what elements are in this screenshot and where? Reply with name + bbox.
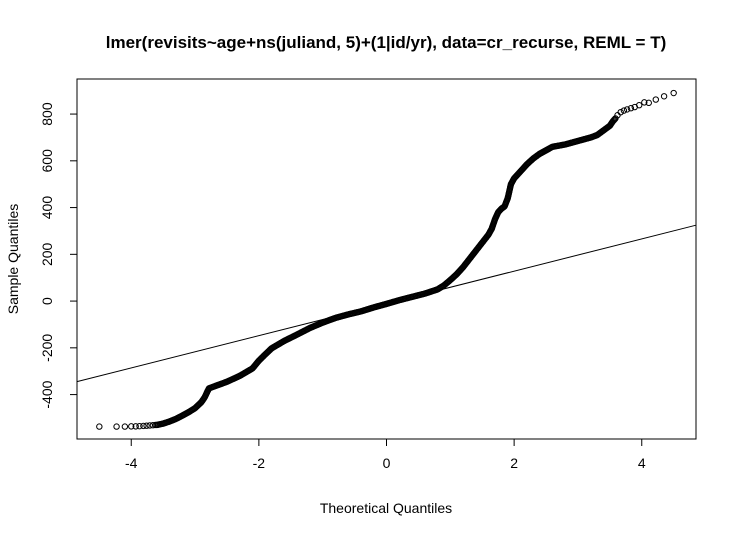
data-point: [641, 99, 648, 106]
data-points: [96, 89, 677, 430]
x-tick-label: 0: [383, 455, 391, 471]
data-point: [610, 117, 618, 124]
data-point: [132, 423, 139, 430]
y-tick-label: 800: [39, 102, 55, 126]
x-tick-label: 2: [510, 455, 518, 471]
data-point: [627, 105, 635, 112]
data-point: [113, 423, 120, 430]
data-point: [636, 101, 643, 109]
data-point: [140, 422, 147, 430]
x-axis: -4 -2 0 2 4: [125, 438, 646, 471]
data-point: [143, 422, 150, 429]
chart-title: lmer(revisits~age+ns(juliand, 5)+(1|id/y…: [106, 33, 666, 52]
y-tick-label: 0: [39, 297, 55, 305]
data-point: [645, 99, 652, 107]
qq-reference-line: [76, 224, 697, 383]
data-point: [149, 422, 157, 429]
y-tick-label: 400: [39, 196, 55, 220]
data-point: [623, 106, 631, 113]
data-point: [136, 422, 143, 430]
x-axis-title: Theoretical Quantiles: [320, 500, 452, 516]
data-point: [128, 423, 135, 430]
data-point: [660, 93, 668, 100]
y-tick-label: 200: [39, 242, 55, 266]
data-point: [670, 89, 677, 97]
data-point: [617, 108, 624, 116]
x-tick-label: -4: [125, 455, 138, 471]
x-tick-label: 4: [638, 455, 646, 471]
y-axis-title: Sample Quantiles: [5, 204, 21, 315]
y-axis: -400 -200 0 200 400 600 800: [39, 102, 78, 409]
y-tick-label: -200: [39, 334, 55, 362]
data-point: [152, 421, 159, 429]
data-point: [620, 107, 628, 114]
data-point: [96, 423, 103, 430]
x-tick-label: -2: [253, 455, 266, 471]
data-point: [652, 96, 659, 103]
plot-area: [76, 89, 697, 430]
y-tick-label: -400: [39, 380, 55, 408]
data-point: [612, 115, 619, 122]
data-point: [121, 423, 129, 430]
y-tick-label: 600: [39, 149, 55, 173]
